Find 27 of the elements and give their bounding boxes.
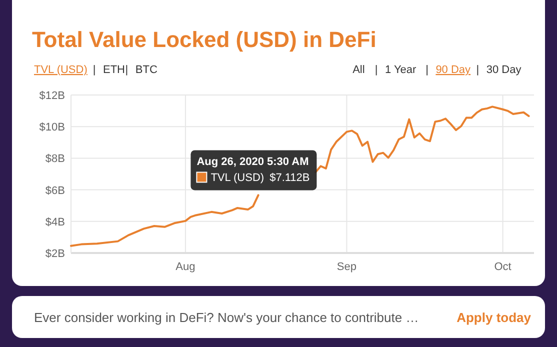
y-tick-label: $2B [45, 248, 65, 260]
y-tick-label: $4B [45, 216, 65, 228]
annotation: $7.112B [270, 172, 310, 184]
text: All [352, 64, 365, 76]
text: | [374, 64, 378, 76]
text: 90 Day [436, 64, 472, 76]
text: 1 Year [385, 64, 417, 76]
text: | [476, 64, 480, 76]
annotation: Aug 26, 2020 5:30 AM [196, 156, 309, 168]
y-tick-label: $8B [45, 153, 65, 166]
y-tick-label: $6B [45, 184, 65, 197]
text: TVL (USD) [34, 64, 88, 76]
text: | [426, 64, 428, 76]
legend-label: TVL (USD) [210, 172, 264, 184]
x-tick-label: Sep [336, 261, 357, 273]
y-tick-label: $10B [39, 122, 65, 134]
text: Ever consider working in DeFi? Now's your chance to contribute … [34, 310, 419, 325]
x-tick-label: Aug [176, 261, 196, 273]
y-tick-label: $12B [39, 90, 65, 102]
text: Apply today [456, 310, 532, 325]
text: ETH [103, 64, 126, 76]
text: BTC [135, 64, 158, 76]
text: 30 Day [486, 64, 522, 76]
x-tick-label: Oct [494, 261, 512, 273]
text: | [92, 64, 96, 76]
text: | [125, 64, 128, 76]
chart-title: Total Value Locked (USD) in DeFi [32, 27, 376, 52]
